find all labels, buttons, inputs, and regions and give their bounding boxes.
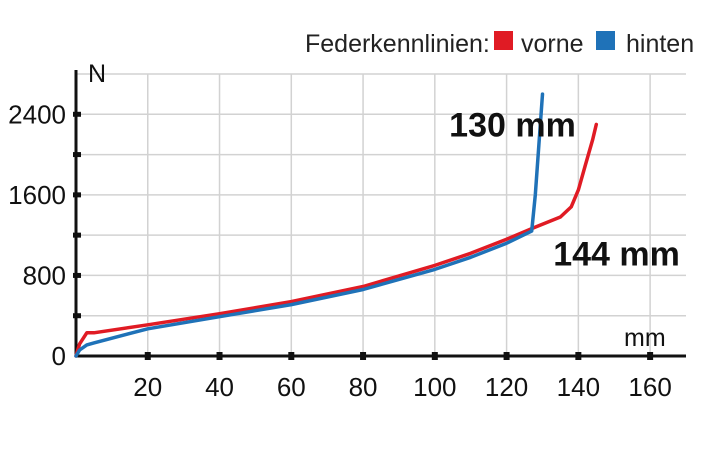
- y-tick-label: 0: [52, 341, 66, 371]
- tick-marks: [73, 111, 654, 360]
- x-tick-mark: [144, 352, 151, 360]
- y-tick-mark: [73, 111, 81, 117]
- y-tick-labels: 0 800 1600 2400: [8, 99, 66, 371]
- x-tick-label: 80: [349, 372, 378, 402]
- axes: [74, 70, 686, 358]
- y-tick-mark: [73, 313, 81, 319]
- legend-swatch-vorne: [494, 31, 513, 50]
- legend-title: Federkennlinien:: [305, 30, 490, 58]
- x-tick-label: 100: [413, 372, 456, 402]
- series-line-hinten: [74, 92, 545, 358]
- series-line-vorne: [74, 122, 599, 358]
- y-tick-mark: [73, 152, 81, 158]
- x-tick-mark: [647, 352, 654, 360]
- x-tick-label: 60: [277, 372, 306, 402]
- annotations: 130 mm 144 mm: [449, 106, 680, 273]
- y-tick-label: 2400: [8, 99, 66, 129]
- y-tick-mark: [73, 272, 81, 278]
- x-tick-mark: [360, 352, 367, 360]
- y-tick-label: 1600: [8, 180, 66, 210]
- legend-swatch-hinten: [596, 31, 615, 50]
- legend-label-hinten: hinten: [626, 30, 694, 58]
- x-unit-label: mm: [624, 324, 666, 352]
- y-tick-mark: [73, 232, 81, 238]
- legend-label-vorne: vorne: [521, 30, 584, 58]
- x-tick-mark: [216, 352, 223, 360]
- grid: [76, 73, 686, 356]
- x-tick-label: 120: [485, 372, 528, 402]
- x-tick-label: 40: [205, 372, 234, 402]
- series-lines: [74, 92, 599, 358]
- x-tick-mark: [575, 352, 582, 360]
- x-tick-label: 140: [557, 372, 600, 402]
- y-unit-label: N: [88, 60, 106, 88]
- x-tick-mark: [288, 352, 295, 360]
- x-tick-mark: [431, 352, 438, 360]
- x-tick-label: 20: [133, 372, 162, 402]
- y-tick-mark: [73, 192, 81, 198]
- x-tick-label: 160: [628, 372, 671, 402]
- x-tick-labels: 20 40 60 80 100 120 140 160: [133, 372, 672, 402]
- legend: Federkennlinien: vorne hinten: [305, 30, 694, 58]
- annotation-label: 130 mm: [449, 106, 576, 144]
- x-tick-mark: [503, 352, 510, 360]
- annotation-label: 144 mm: [553, 235, 680, 273]
- y-tick-label: 800: [23, 260, 66, 290]
